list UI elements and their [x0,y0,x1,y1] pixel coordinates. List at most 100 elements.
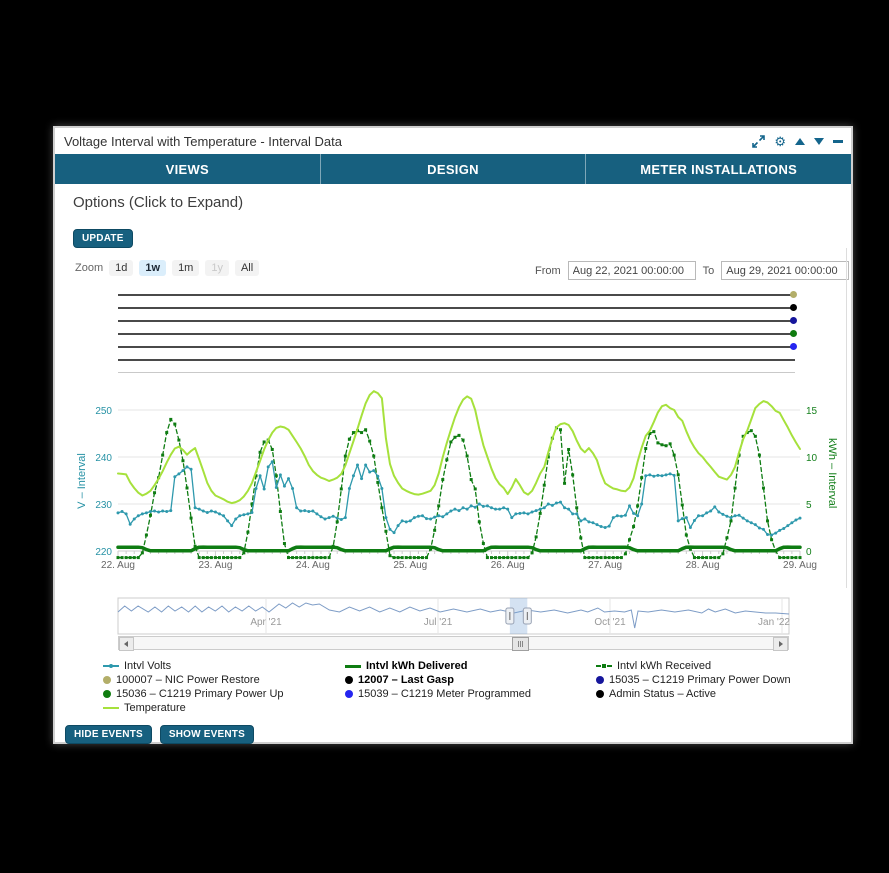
gridlines [118,409,800,552]
legend-marker-icon [345,690,353,698]
legend-item-4[interactable]: 12007 – Last Gasp [345,674,454,686]
legend-label: 15035 – C1219 Primary Power Down [609,674,791,686]
minimize-icon[interactable] [833,139,843,143]
scrollbar-right-arrow-icon[interactable] [773,637,788,651]
titlebar-icons: ⚙ [752,133,843,149]
tab-design[interactable]: DESIGN [321,154,587,184]
panel-divider [846,248,847,588]
event-lane-line [118,294,795,296]
svg-text:220: 220 [95,547,112,558]
legend-marker-icon [345,676,353,684]
svg-text:Jul '21: Jul '21 [424,617,453,628]
right-axis-title: kWh – Interval [826,438,838,508]
event-lane-line [118,346,795,348]
left-axis-labels: 220 230 240 250 [95,406,112,558]
expand-icon[interactable] [752,134,766,148]
event-lane-line [118,307,795,309]
series-intvl-volts [116,460,802,537]
svg-text:Oct '21: Oct '21 [594,617,626,628]
window-title: Voltage Interval with Temperature - Inte… [64,134,342,149]
series-temperature [117,390,801,505]
tab-bar: VIEWS DESIGN METER INSTALLATIONS [55,154,851,184]
navigator-scrollbar[interactable] [118,636,789,651]
legend-item-6[interactable]: 15036 – C1219 Primary Power Up [103,688,284,700]
zoom-row: Zoom 1d 1w 1m 1y All [75,260,260,276]
svg-text:23. Aug: 23. Aug [198,560,232,571]
navigator-series [117,602,790,629]
svg-text:Apr '21: Apr '21 [250,617,282,628]
navigator-left-handle[interactable] [505,607,515,625]
legend-item-1[interactable]: Intvl kWh Delivered [345,660,467,672]
event-lane-dot [790,304,797,311]
app-window: Voltage Interval with Temperature - Inte… [53,126,853,744]
legend-marker-icon [103,707,119,709]
legend-label: Intvl kWh Received [617,660,712,672]
svg-text:10: 10 [806,453,818,464]
footer-buttons: HIDE EVENTS SHOW EVENTS [65,725,254,744]
left-axis-title: V – Interval [76,453,88,509]
legend-item-7[interactable]: 15039 – C1219 Meter Programmed [345,688,531,700]
scrollbar-left-arrow-icon[interactable] [119,637,134,651]
legend-item-8[interactable]: Admin Status – Active [596,688,716,700]
show-events-button[interactable]: SHOW EVENTS [159,725,254,744]
scrollbar-thumb[interactable] [512,637,529,651]
to-date-input[interactable] [721,261,850,280]
svg-text:29. Aug: 29. Aug [783,560,817,571]
zoom-1y-button[interactable]: 1y [205,260,229,276]
svg-text:26. Aug: 26. Aug [491,560,525,571]
legend-label: 15036 – C1219 Primary Power Up [116,688,284,700]
event-lane-dot [790,291,797,298]
series-intvl-kwh-received [116,417,802,560]
x-axis-labels: 22. Aug 23. Aug 24. Aug 25. Aug 26. Aug 27. A… [101,560,817,571]
legend-item-0[interactable]: Intvl Volts [103,660,171,672]
from-date-input[interactable] [567,261,696,280]
legend-label: 12007 – Last Gasp [358,674,455,686]
zoom-buttons: 1d 1w 1m 1y All [103,260,260,276]
legend-item-9[interactable]: Temperature [103,702,186,714]
hide-events-button[interactable]: HIDE EVENTS [65,725,152,744]
svg-text:24. Aug: 24. Aug [296,560,330,571]
zoom-1m-button[interactable]: 1m [172,260,200,276]
svg-text:27. Aug: 27. Aug [588,560,622,571]
tab-meter-installations[interactable]: METER INSTALLATIONS [640,161,798,177]
zoom-all-button[interactable]: All [234,260,260,276]
gear-icon[interactable]: ⚙ [774,133,786,149]
legend-marker-icon [596,676,604,684]
update-button[interactable]: UPDATE [73,229,133,248]
legend-item-5[interactable]: 15035 – C1219 Primary Power Down [596,674,791,686]
collapse-down-icon[interactable] [814,137,824,145]
svg-text:5: 5 [806,500,812,511]
tab-views[interactable]: VIEWS [55,154,321,184]
legend-marker-icon [103,690,111,698]
svg-text:25. Aug: 25. Aug [393,560,427,571]
zoom-1w-button[interactable]: 1w [139,260,167,276]
zoom-label: Zoom [75,262,104,274]
event-lane-dot [790,317,797,324]
svg-text:250: 250 [95,406,112,417]
navigator-outline [117,597,790,635]
navigator-selection[interactable] [509,598,528,634]
legend-label: 15039 – C1219 Meter Programmed [358,688,532,700]
svg-text:28. Aug: 28. Aug [686,560,720,571]
zoom-1d-button[interactable]: 1d [109,260,134,276]
right-axis-labels: 0 5 10 15 [806,406,818,558]
svg-text:Jan '22: Jan '22 [758,617,790,628]
svg-text:240: 240 [95,453,112,464]
navigator-chart[interactable]: Apr '21 Jul '21 Oct '21 Jan '22 [55,596,851,636]
window-titlebar: Voltage Interval with Temperature - Inte… [55,128,851,154]
event-lane-baseline [118,372,795,373]
event-lane-dot [790,343,797,350]
navigator-right-handle[interactable] [522,607,532,625]
options-expander[interactable]: Options (Click to Expand) [73,194,244,211]
main-chart[interactable]: 220 230 240 250 0 5 10 15 V – Interval kWh – Inte… [55,378,851,590]
legend-item-3[interactable]: 100007 – NIC Power Restore [103,674,260,686]
svg-text:22. Aug: 22. Aug [101,560,135,571]
collapse-up-icon[interactable] [795,137,805,145]
legend-label: Intvl kWh Delivered [366,660,468,672]
svg-text:15: 15 [806,406,818,417]
legend-label: Admin Status – Active [609,688,716,700]
svg-text:230: 230 [95,500,112,511]
from-label: From [535,264,561,277]
legend-item-2[interactable]: Intvl kWh Received [596,660,711,672]
